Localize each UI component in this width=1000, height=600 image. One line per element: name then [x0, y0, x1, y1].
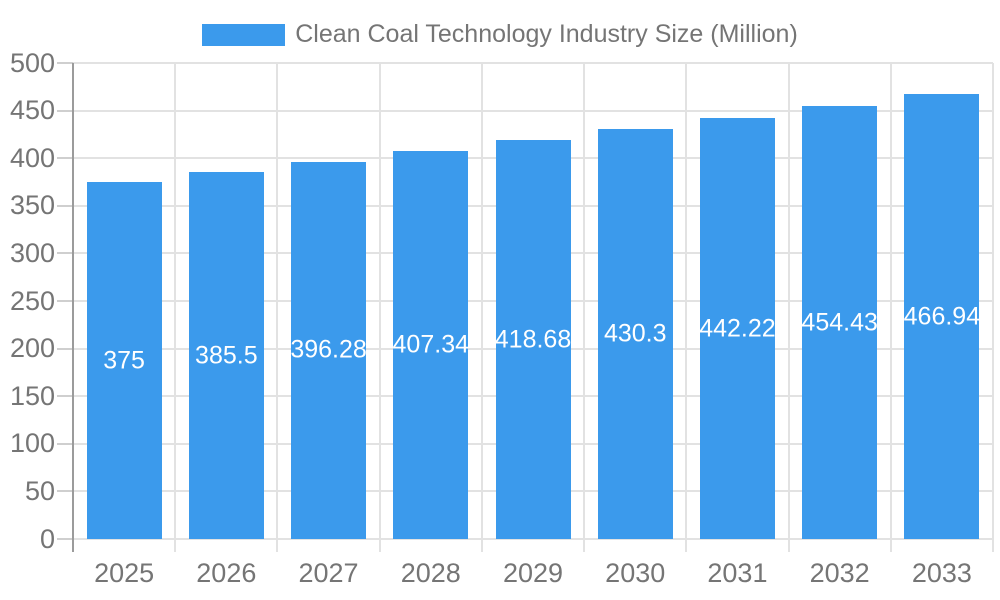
x-axis-tick — [889, 539, 892, 552]
y-axis-tick — [57, 252, 73, 255]
y-axis-tick — [57, 347, 73, 350]
x-axis-tick — [378, 539, 381, 552]
y-gridline — [73, 538, 993, 540]
y-axis-label: 350 — [9, 190, 55, 221]
bar — [188, 172, 264, 539]
x-axis-label: 2025 — [94, 558, 155, 588]
x-gridline — [378, 63, 381, 539]
bar — [291, 161, 367, 539]
y-axis-label: 400 — [9, 142, 55, 173]
y-axis-tick — [57, 395, 73, 398]
x-axis-tick — [174, 539, 177, 552]
x-axis-label: 2027 — [298, 558, 359, 588]
bar-value-label: 418.68 — [494, 325, 572, 354]
bar — [393, 151, 469, 539]
y-axis-tick — [57, 538, 73, 540]
x-axis-label: 2029 — [502, 558, 564, 588]
y-axis-label: 200 — [9, 333, 55, 364]
bar-value-label: 466.94 — [903, 302, 981, 331]
x-axis-label: 2032 — [809, 558, 870, 588]
x-axis-tick — [276, 539, 279, 552]
x-axis-tick — [583, 539, 586, 552]
y-axis-label: 250 — [9, 285, 55, 316]
x-axis-label: 2033 — [911, 558, 972, 588]
x-gridline — [174, 63, 177, 539]
bar-value-label: 407.34 — [392, 330, 469, 359]
bar-value-label: 385.5 — [195, 341, 258, 369]
y-axis-line — [72, 63, 74, 552]
bar — [904, 94, 980, 539]
x-gridline — [889, 63, 892, 539]
y-axis-tick — [57, 62, 73, 64]
y-axis-label: 0 — [39, 523, 55, 554]
y-gridline — [73, 62, 993, 64]
bar — [699, 118, 775, 539]
x-axis-tick — [992, 539, 994, 552]
x-axis-label: 2031 — [707, 558, 768, 588]
y-axis-tick — [57, 157, 73, 160]
x-gridline — [787, 63, 790, 539]
x-gridline — [480, 63, 483, 539]
x-gridline — [992, 63, 994, 539]
y-axis-tick — [57, 300, 73, 302]
bar-value-label: 430.3 — [603, 319, 667, 348]
legend-swatch — [202, 23, 286, 46]
bar — [495, 140, 571, 539]
y-axis-label: 150 — [9, 380, 55, 411]
y-axis-tick — [57, 490, 73, 493]
x-axis-label: 2030 — [605, 558, 666, 588]
x-gridline — [583, 63, 586, 539]
bar — [86, 182, 162, 539]
bar — [597, 129, 673, 539]
y-axis-tick — [57, 442, 73, 445]
legend-label: Clean Coal Technology Industry Size (Mil… — [295, 20, 798, 48]
y-axis-label: 50 — [24, 475, 55, 506]
y-axis-label: 300 — [9, 237, 55, 268]
y-axis-label: 100 — [9, 428, 55, 459]
x-axis-label: 2026 — [196, 558, 257, 588]
legend: Clean Coal Technology Industry Size (Mil… — [0, 21, 1000, 48]
bar-value-label: 442.22 — [699, 314, 776, 342]
x-axis-tick — [787, 539, 790, 552]
bar-value-label: 375 — [103, 346, 145, 374]
y-axis-label: 450 — [9, 95, 55, 126]
x-gridline — [685, 63, 688, 539]
y-axis-tick — [57, 109, 73, 112]
x-axis-tick — [685, 539, 688, 552]
bar-value-label: 454.43 — [801, 308, 878, 337]
y-axis-label: 500 — [9, 47, 55, 78]
x-axis-tick — [480, 539, 483, 552]
x-axis-label: 2028 — [400, 558, 461, 588]
bar-value-label: 396.28 — [290, 335, 367, 364]
y-gridline — [73, 109, 993, 112]
x-gridline — [276, 63, 279, 539]
bar — [802, 106, 878, 539]
y-axis-tick — [57, 204, 73, 207]
